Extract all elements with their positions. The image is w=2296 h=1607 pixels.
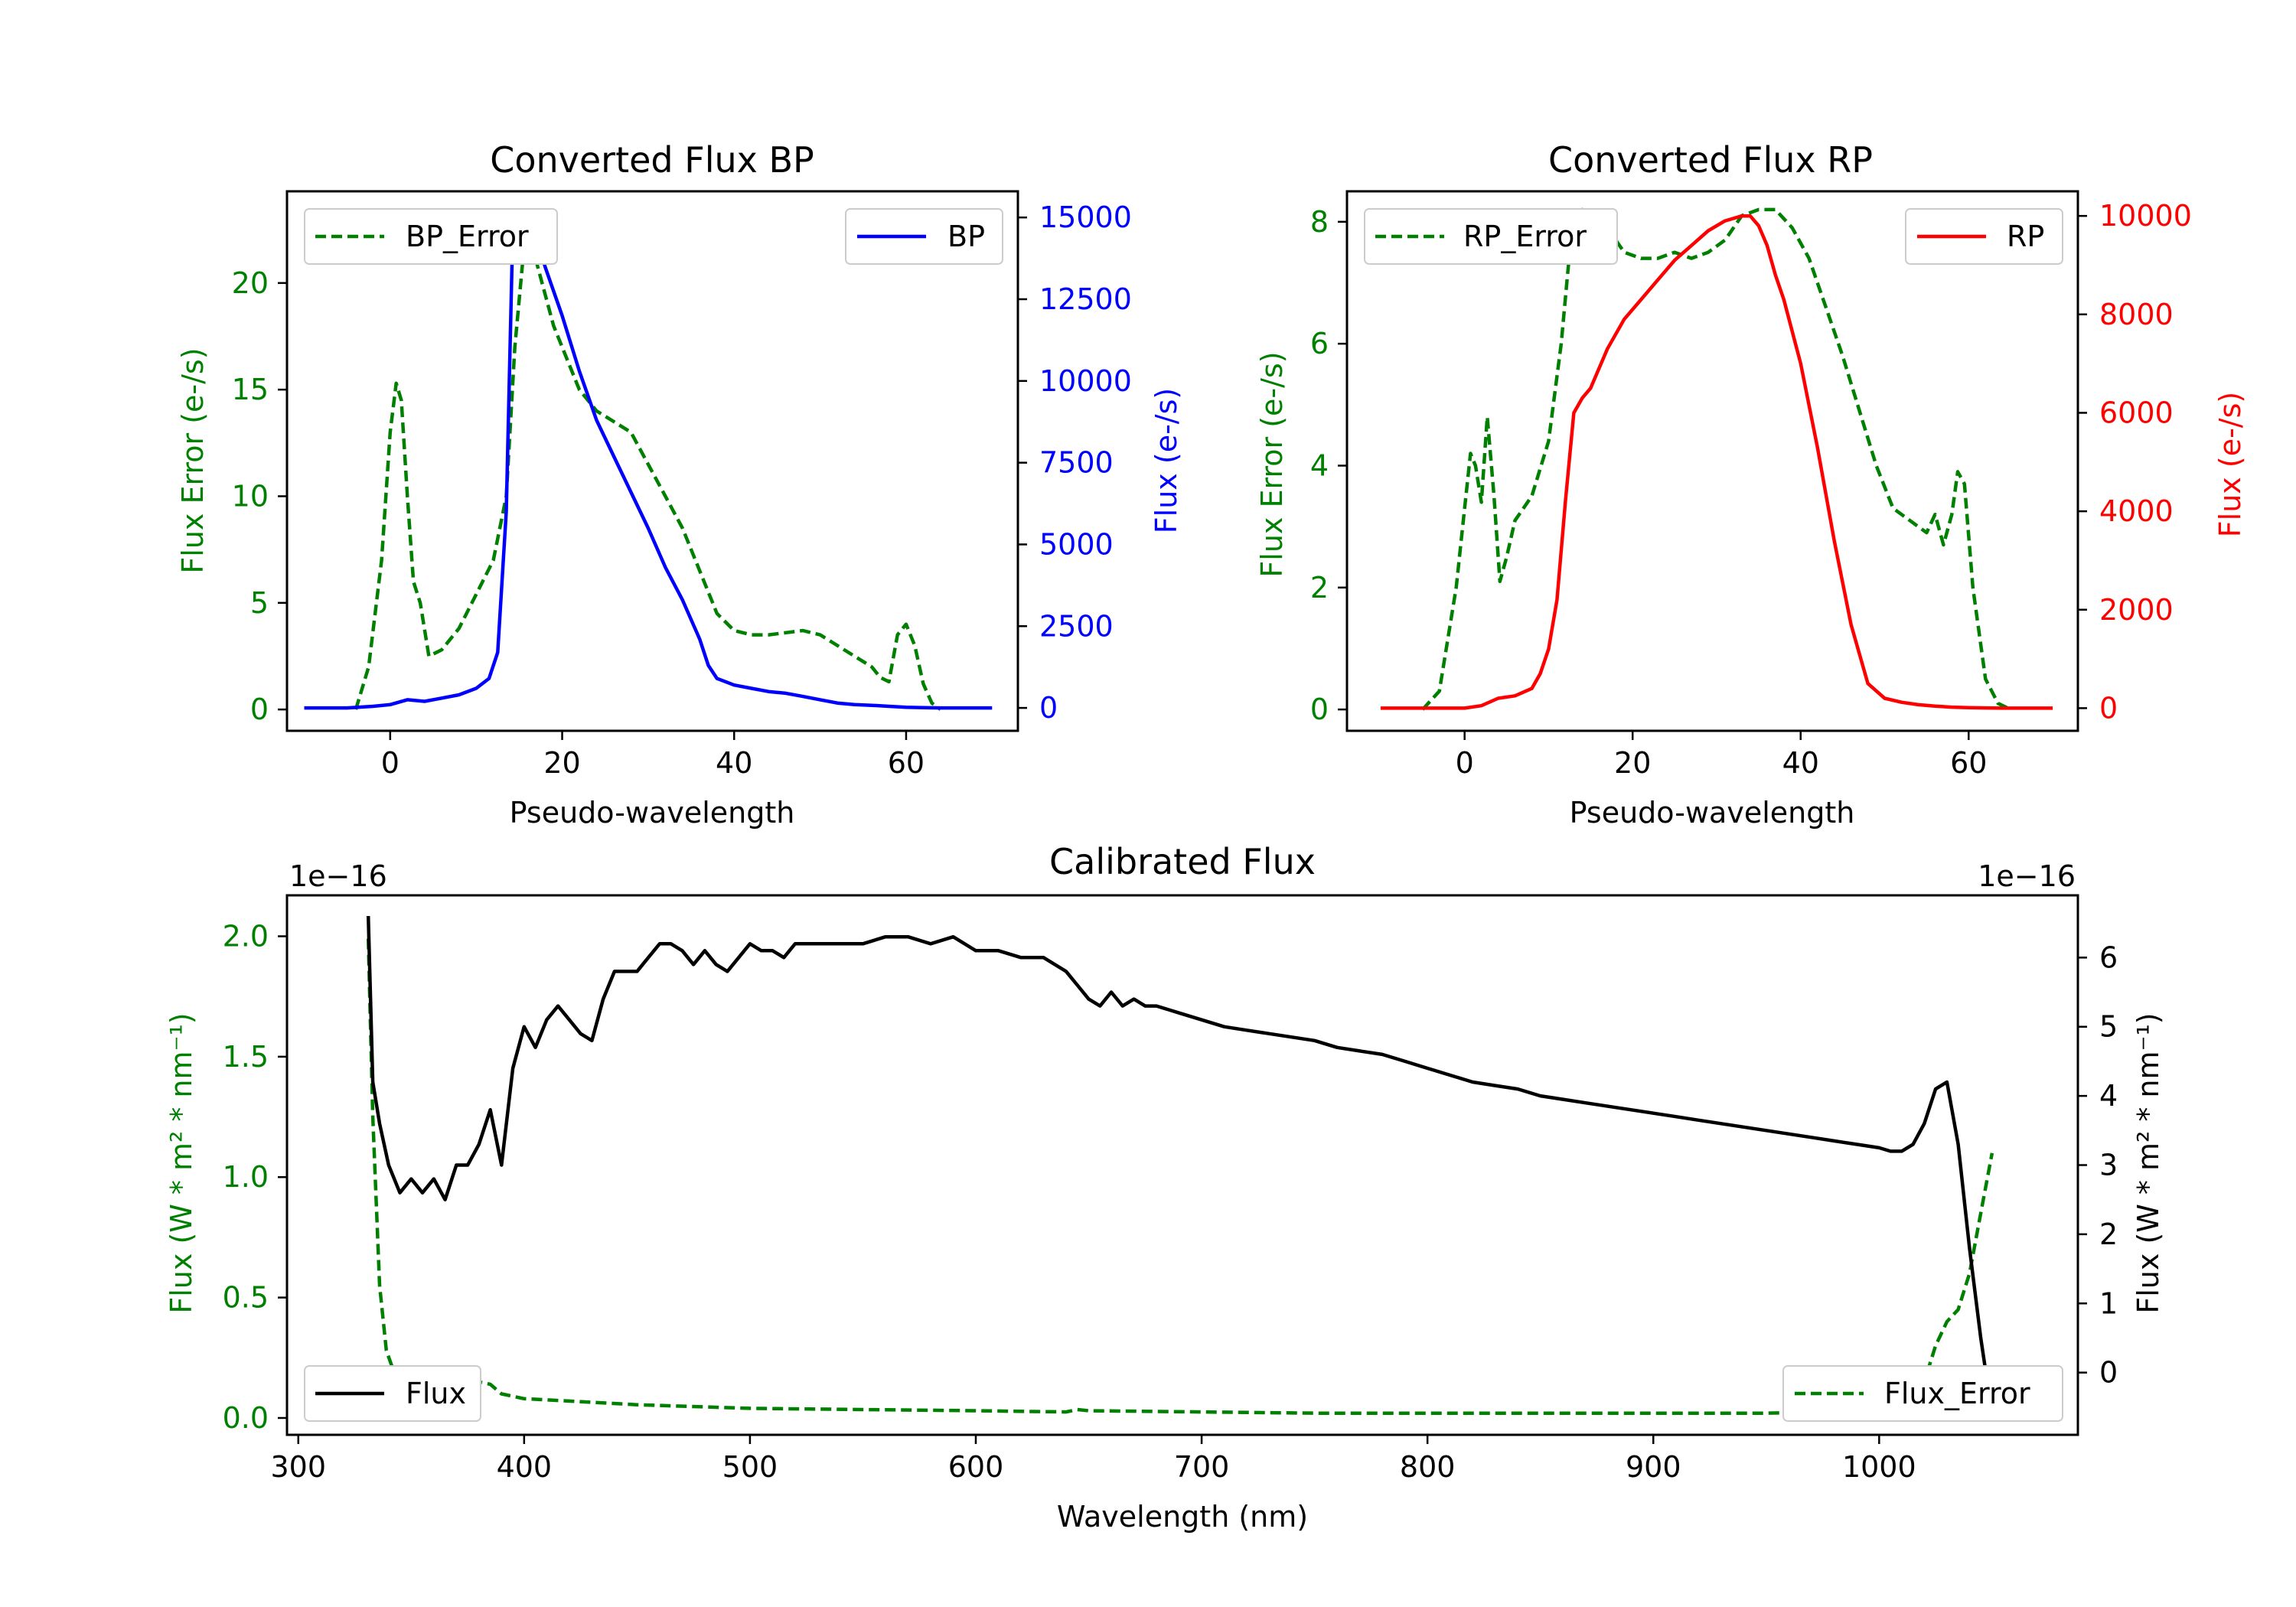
y-tick-label-left: 2: [1310, 571, 1329, 605]
legend-box: [304, 1365, 481, 1422]
y-tick-label-right: 4000: [2099, 494, 2174, 528]
legend-flux: RP: [1905, 208, 2063, 265]
plot-area: 0 20 40 60 0 2 4 6 8 0 2000 4000 6000 8000 10000: [1310, 199, 2192, 780]
series-line-flux: [1380, 214, 2053, 710]
y-tick-label-left: 8: [1310, 205, 1329, 239]
x-tick-label: 600: [948, 1450, 1004, 1484]
chart-title: Converted Flux RP: [1548, 139, 1873, 181]
x-tick-label: 700: [1174, 1450, 1230, 1484]
y-tick-label-left: 1.0: [223, 1160, 269, 1194]
legend-box: [1782, 1365, 2063, 1422]
y-tick-label-right: 12500: [1039, 282, 1132, 316]
axes-frame: [1345, 190, 2079, 732]
y-tick-label-left: 1.5: [223, 1040, 269, 1074]
subplot-rp: Converted Flux RP 0 20 40 60 0 2 4 6 8 0 2000 4000 6…: [1255, 139, 2247, 830]
y-tick-label-left: 5: [250, 586, 269, 620]
x-axis-label: Pseudo-wavelength: [510, 796, 795, 830]
legend-error: RP_Error: [1364, 208, 1618, 265]
legend-box: [304, 208, 558, 265]
x-tick-label: 300: [270, 1450, 326, 1484]
y-tick-label-right: 2: [2099, 1217, 2118, 1251]
x-tick-label: 400: [497, 1450, 553, 1484]
y-tick-label-right: 7500: [1039, 446, 1114, 480]
y-tick-label-left: 2.0: [223, 920, 269, 953]
y-axis-label-right: Flux (e-/s): [2213, 392, 2247, 537]
legend-label: RP_Error: [1463, 220, 1587, 253]
x-tick-label: 60: [1950, 746, 1987, 780]
legend-label: RP: [2007, 220, 2044, 253]
x-tick-label: 20: [1614, 746, 1651, 780]
y-tick-label-right: 3: [2099, 1149, 2118, 1182]
y-tick-label-left: 4: [1310, 448, 1329, 482]
subplot-calibrated: Calibrated Flux 1e−16 1e−16 300 400 500 600…: [165, 841, 2165, 1534]
legend-label: BP_Error: [406, 220, 529, 253]
x-tick-label: 0: [381, 746, 400, 780]
y-tick-label-right: 1: [2099, 1286, 2118, 1320]
offset-text-right: 1e−16: [1978, 859, 2076, 893]
y-tick-label-right: 6000: [2099, 396, 2174, 429]
y-tick-label-left: 15: [232, 373, 269, 406]
y-tick-label-left: 0.5: [223, 1281, 269, 1315]
series-line-error: [1421, 207, 2012, 712]
plot-area: 0 20 40 60 0 5 10 15 20 0 2500 5000 7500 10000 12500 15…: [232, 200, 1132, 780]
y-axis-label-left: Flux Error (e-/s): [1255, 351, 1289, 577]
x-tick-label: 40: [1782, 746, 1819, 780]
y-axis-label-left: Flux Error (e-/s): [176, 347, 210, 573]
x-tick-label: 0: [1456, 746, 1474, 780]
x-tick-label: 500: [722, 1450, 778, 1484]
y-tick-label-right: 5: [2099, 1010, 2118, 1044]
y-axis-label-right: Flux (e-/s): [1150, 388, 1183, 533]
legend-error: Flux_Error: [1782, 1365, 2063, 1422]
y-tick-label-right: 6: [2099, 940, 2118, 974]
y-tick-label-right: 2500: [1039, 609, 1114, 643]
plot-area: 300 400 500 600 700 800 900 1000 0.0 0.5 1.0 1.5 2.0…: [223, 916, 2118, 1484]
series-line-flux: [304, 215, 993, 710]
x-tick-label: 20: [543, 746, 580, 780]
legend-flux: Flux: [304, 1365, 481, 1422]
x-tick-label: 900: [1626, 1450, 1681, 1484]
legend-flux: BP: [845, 208, 1003, 265]
y-tick-label-left: 0: [250, 693, 269, 726]
y-tick-label-right: 5000: [1039, 527, 1114, 561]
y-axis-label-left: Flux (W * m² * nm⁻¹): [165, 1012, 198, 1313]
chart-title: Converted Flux BP: [490, 139, 814, 181]
series-line-flux: [366, 916, 1994, 1415]
legend-box: [1364, 208, 1618, 265]
y-tick-label-left: 6: [1310, 327, 1329, 360]
legend-label: Flux: [406, 1377, 466, 1410]
legend-label: Flux_Error: [1884, 1377, 2030, 1410]
x-axis-label: Pseudo-wavelength: [1570, 796, 1855, 830]
y-tick-label-right: 0: [1039, 691, 1058, 725]
x-axis-label: Wavelength (nm): [1057, 1500, 1308, 1534]
offset-text-left: 1e−16: [289, 859, 387, 893]
y-axis-label-right: Flux (W * m² * nm⁻¹): [2131, 1012, 2165, 1313]
y-tick-label-right: 4: [2099, 1079, 2118, 1113]
y-tick-label-right: 2000: [2099, 593, 2174, 627]
chart-title: Calibrated Flux: [1049, 841, 1316, 882]
y-tick-label-right: 8000: [2099, 298, 2174, 331]
x-tick-label: 60: [888, 746, 925, 780]
axes-frame: [285, 894, 2079, 1436]
x-tick-label: 40: [716, 746, 752, 780]
y-tick-label-right: 10000: [1039, 364, 1132, 398]
y-tick-label-right: 0: [2099, 691, 2118, 725]
x-tick-label: 800: [1400, 1450, 1456, 1484]
axes-frame: [285, 190, 1019, 732]
y-tick-label-left: 0: [1310, 693, 1329, 726]
y-tick-label-left: 10: [232, 479, 269, 513]
series-line-error: [354, 251, 942, 711]
y-tick-label-right: 0: [2099, 1356, 2118, 1390]
y-tick-label-left: 0.0: [223, 1401, 269, 1435]
legend-error: BP_Error: [304, 208, 558, 265]
x-tick-label: 1000: [1842, 1450, 1916, 1484]
y-tick-label-right: 10000: [2099, 199, 2192, 233]
y-tick-label-left: 20: [232, 266, 269, 300]
y-tick-label-right: 15000: [1039, 200, 1132, 234]
subplot-bp: Converted Flux BP 0 20 40 60 0 5 10 15 20 0 2500 50…: [176, 139, 1183, 830]
legend-label: BP: [947, 220, 985, 253]
